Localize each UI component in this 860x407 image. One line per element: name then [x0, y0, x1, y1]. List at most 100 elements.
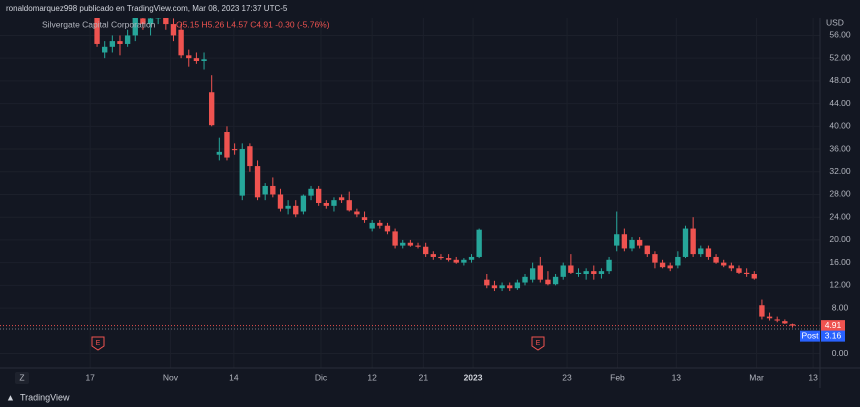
- candle-body: [316, 188, 322, 203]
- candle-body: [338, 197, 345, 201]
- earnings-shape: [91, 336, 105, 351]
- x-tick-label: Feb: [610, 372, 625, 382]
- candle-body: [621, 234, 628, 249]
- candle-body: [224, 131, 230, 158]
- y-tick-label: 52.00: [829, 52, 851, 62]
- candle-body: [155, 18, 161, 19]
- candle-body: [468, 256, 475, 260]
- candle-body: [713, 256, 719, 263]
- earnings-icon[interactable]: E: [531, 336, 545, 351]
- candle-body: [736, 268, 742, 273]
- earnings-icon[interactable]: E: [91, 336, 105, 351]
- earnings-shape: [531, 336, 545, 351]
- candle-body: [568, 265, 574, 273]
- candle-body: [369, 222, 375, 229]
- candle-body: [789, 324, 796, 326]
- candle-body: [422, 246, 429, 255]
- candle-body: [705, 248, 712, 257]
- y-tick-label: 36.00: [829, 143, 851, 153]
- candle-body: [445, 258, 452, 260]
- candle-body: [652, 254, 658, 263]
- y-tick-label: 0.00: [832, 348, 849, 358]
- candle-body: [728, 265, 735, 269]
- candle-body: [407, 242, 414, 246]
- candle-body: [606, 259, 612, 272]
- y-tick-label: 24.00: [829, 211, 851, 221]
- candle-body: [507, 285, 513, 289]
- candle-body: [331, 200, 337, 206]
- y-tick-label: 12.00: [829, 280, 851, 290]
- x-tick-label: 13: [808, 372, 818, 382]
- header: ronaldomarquez998 publicado en TradingVi…: [6, 4, 288, 13]
- x-tick-label: 17: [85, 372, 95, 382]
- x-tick-label: Nov: [163, 372, 179, 382]
- candle-body: [759, 305, 765, 317]
- candle-body: [484, 279, 490, 286]
- footer: TradingView: [20, 392, 70, 402]
- candle-body: [690, 228, 696, 255]
- candle-body: [94, 18, 100, 44]
- last-price-box: [821, 320, 845, 332]
- zoom-button[interactable]: [15, 372, 29, 384]
- candle-body: [545, 279, 551, 285]
- earnings-label: E: [96, 340, 101, 347]
- candle-body: [270, 185, 276, 195]
- candle-body: [461, 259, 467, 263]
- candle-body: [583, 271, 589, 274]
- post-tag-label: Post: [801, 330, 819, 340]
- candle-body: [346, 200, 352, 211]
- candle-body: [277, 194, 284, 209]
- candle-body: [102, 46, 108, 53]
- candle-body: [384, 225, 391, 232]
- candle-body: [598, 271, 605, 274]
- x-tick-label: 12: [367, 372, 377, 382]
- last-price-label: 4.91: [825, 320, 842, 330]
- candle-body: [499, 285, 505, 289]
- candle-body: [491, 285, 498, 289]
- candle-body: [323, 202, 329, 206]
- candle-body: [438, 256, 444, 259]
- candle-body: [614, 234, 620, 246]
- x-tick-label: 13: [672, 372, 682, 382]
- y-tick-label: 40.00: [829, 121, 851, 131]
- y-tick-label: 44.00: [829, 98, 851, 108]
- candle-body: [361, 217, 368, 221]
- candle-body: [782, 321, 788, 324]
- x-tick-label: 21: [419, 372, 429, 382]
- chart-subtitle: O5.15 H5.26 L4.57 C4.91 -0.30 (-5.76%): [176, 19, 330, 29]
- x-tick-label: Mar: [749, 372, 764, 382]
- chart-title: Silvergate Capital Corporation: [42, 19, 156, 29]
- candle-body: [392, 231, 398, 246]
- candle-body: [721, 262, 727, 266]
- candle-body: [743, 272, 750, 274]
- candle-body: [629, 239, 635, 249]
- candle-body: [254, 166, 261, 198]
- x-tick-label: Dic: [315, 372, 328, 382]
- candle-body: [675, 256, 681, 266]
- candle-body: [514, 282, 521, 289]
- candle-body: [430, 254, 436, 257]
- y-tick-label: 16.00: [829, 257, 851, 267]
- candle-body: [537, 265, 543, 280]
- candle-body: [476, 229, 482, 257]
- candle-body: [216, 151, 223, 155]
- candle-body: [163, 18, 169, 25]
- x-tick-label: 14: [229, 372, 239, 382]
- candle-body: [132, 18, 138, 36]
- candles: [94, 18, 796, 328]
- candle-body: [186, 55, 192, 59]
- candle-body: [400, 242, 406, 246]
- y-tick-label: 8.00: [832, 302, 849, 312]
- y-tick-label: 20.00: [829, 234, 851, 244]
- currency: USD: [826, 17, 844, 27]
- candle-body: [522, 276, 528, 283]
- candle-body: [552, 276, 559, 285]
- candle-body: [293, 205, 299, 215]
- candle-body: [453, 259, 459, 263]
- candle-body: [117, 41, 123, 44]
- y-tick-label: 28.00: [829, 189, 851, 199]
- candle-body: [751, 273, 757, 279]
